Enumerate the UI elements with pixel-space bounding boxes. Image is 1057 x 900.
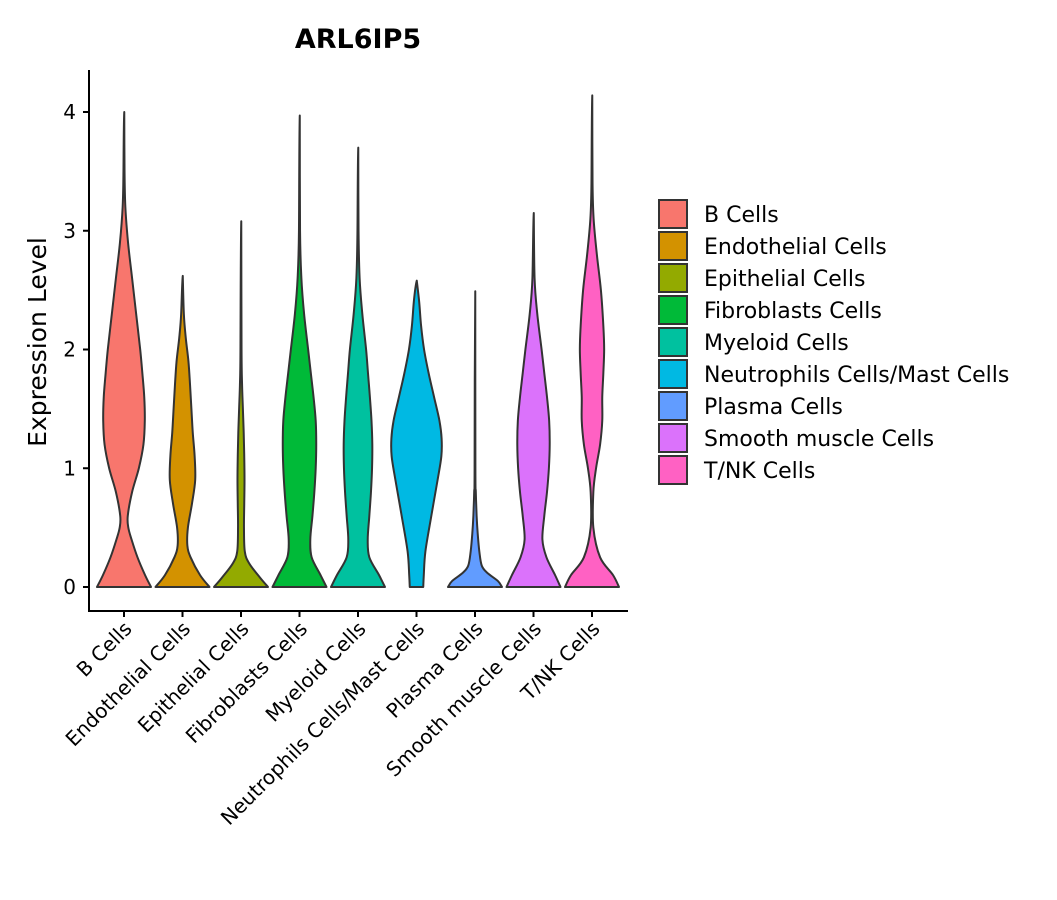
legend-swatch-fibroblasts-cells [658,295,688,325]
legend-swatch-smooth-muscle-cells [658,423,688,453]
violin-t-nk-cells [564,94,620,588]
legend-label-b-cells: B Cells [704,203,779,228]
violin-neutrophils-cells-mast-cells [390,279,443,588]
legend-label-plasma-cells: Plasma Cells [704,395,843,420]
legend: B Cells Endothelial Cells Epithelial Cells… [658,199,1009,485]
violin-epithelial-cells [213,220,269,588]
legend-swatch-endothelial-cells [658,231,688,261]
y-tick-label: 3 [63,219,76,243]
y-tick-label: 0 [63,575,76,599]
chart-title: ARL6IP5 [295,24,421,55]
legend-label-smooth-muscle-cells: Smooth muscle Cells [704,427,934,452]
legend-label-myeloid-cells: Myeloid Cells [704,331,849,356]
violins-group [96,94,620,588]
legend-label-neutrophils-cells-mast-cells: Neutrophils Cells/Mast Cells [704,363,1009,388]
legend-swatch-neutrophils-cells-mast-cells [658,359,688,389]
legend-swatch-b-cells [658,199,688,229]
legend-label-endothelial-cells: Endothelial Cells [704,235,887,260]
violin-b-cells [96,111,152,588]
legend-swatch-t-nk-cells [658,455,688,485]
x-tick-label-myeloid-cells: Myeloid Cells [261,617,371,727]
legend-swatch-myeloid-cells [658,327,688,357]
y-tick-label: 1 [63,456,76,480]
legend-swatch-plasma-cells [658,391,688,421]
legend-label-fibroblasts-cells: Fibroblasts Cells [704,299,882,324]
y-tick-label: 2 [63,338,76,362]
violin-smooth-muscle-cells [505,211,562,588]
legend-swatch-epithelial-cells [658,263,688,293]
violin-plasma-cells [447,290,503,588]
violin-myeloid-cells [330,146,386,588]
y-axis-label: Expression Level [23,237,52,447]
violin-fibroblasts-cells [271,114,328,588]
y-tick-label: 4 [63,100,76,124]
legend-label-t-nk-cells: T/NK Cells [703,459,815,484]
legend-label-epithelial-cells: Epithelial Cells [704,267,865,292]
violin-endothelial-cells [154,274,211,588]
y-ticks-group: 0 1 2 3 4 [63,100,89,599]
